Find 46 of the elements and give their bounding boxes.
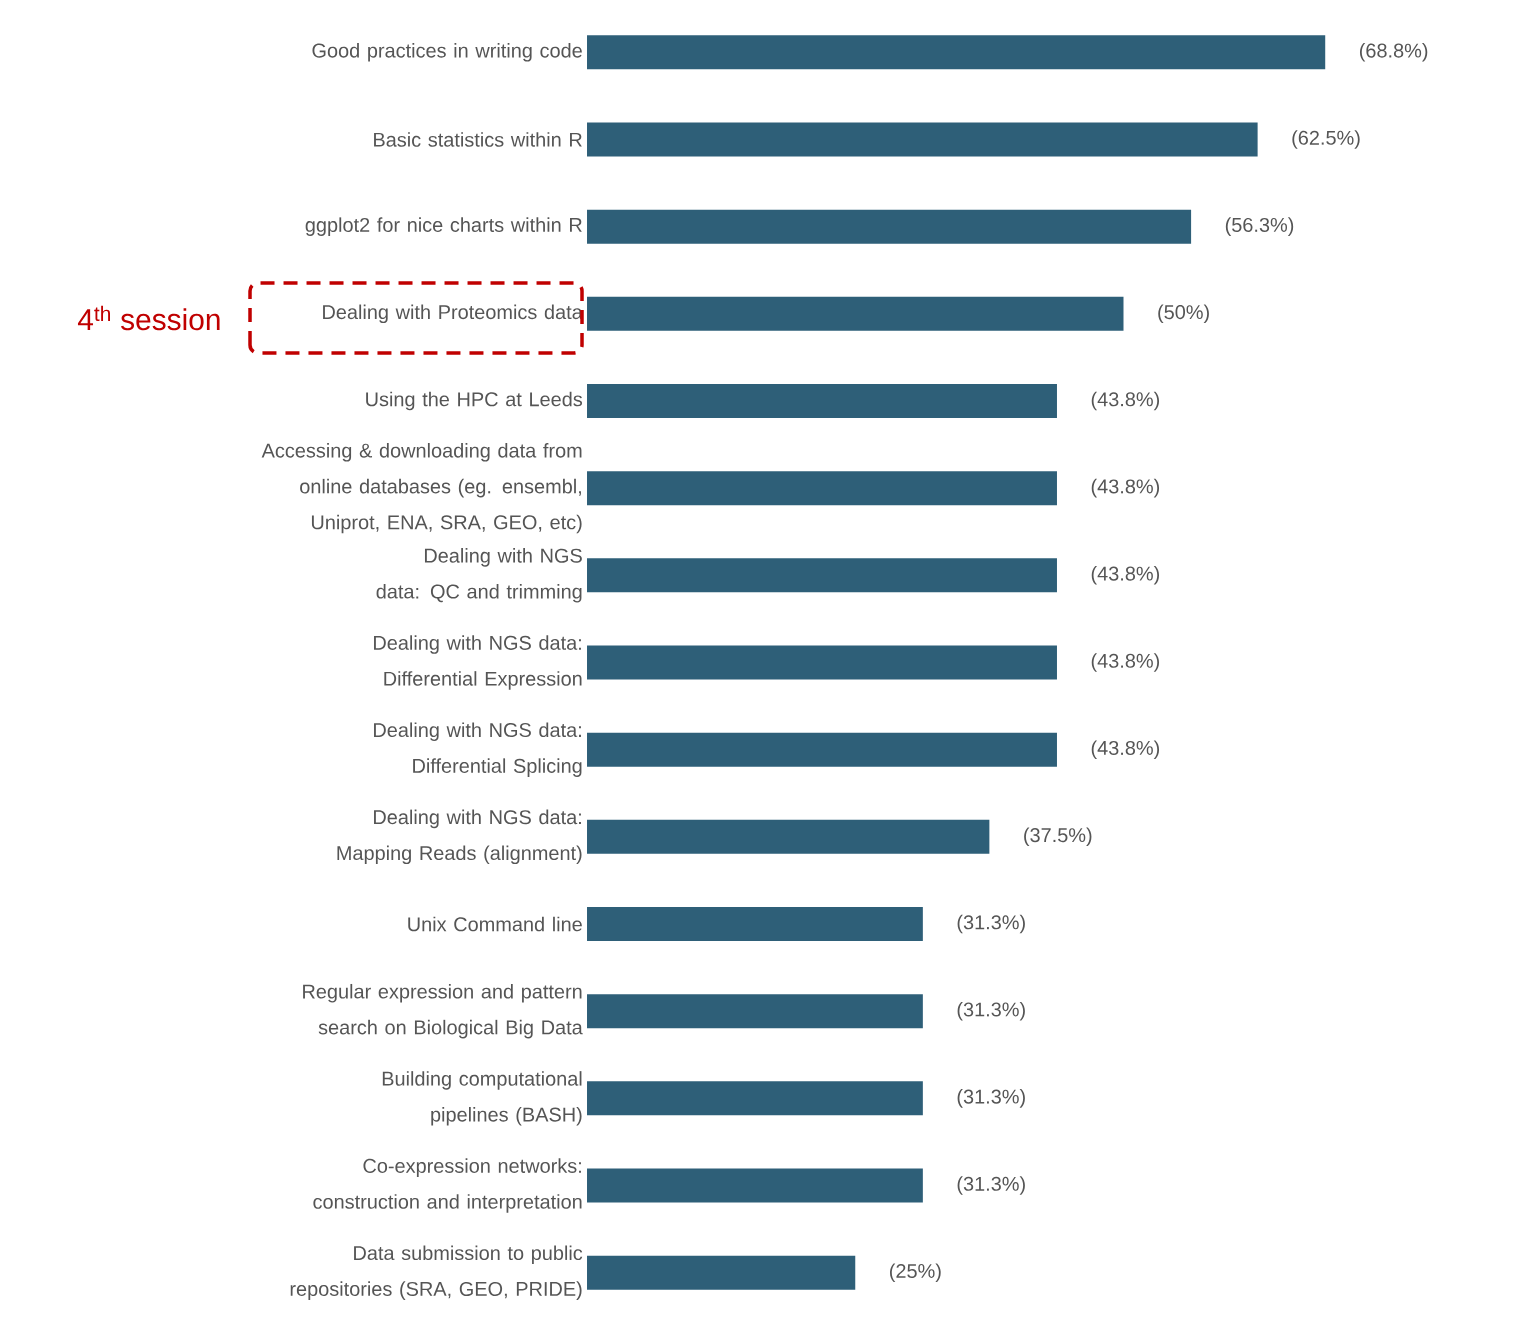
y-tick-label: Dealing with NGS data: QC and trimming <box>376 548 582 603</box>
data-label: (43.8%) <box>1091 566 1160 585</box>
data-label: (56.3%) <box>1225 217 1294 236</box>
data-label: (31.3%) <box>957 1001 1025 1021</box>
bar <box>587 558 1057 593</box>
y-tick-label: ggplot2 for nice charts within R <box>305 217 582 236</box>
bar <box>587 732 1057 767</box>
data-label: (43.8%) <box>1091 653 1160 672</box>
bar <box>587 645 1057 680</box>
data-label: (43.8%) <box>1091 478 1160 498</box>
y-tick-label: Unix Command line <box>408 916 582 932</box>
bar <box>587 35 1326 70</box>
data-label: (31.3%) <box>957 1089 1025 1108</box>
bar <box>587 819 990 854</box>
y-tick-label: Using the HPC at Leeds <box>366 391 583 411</box>
bar <box>587 907 923 942</box>
data-label: (31.3%) <box>957 1176 1025 1195</box>
data-label: (50%) <box>1158 304 1209 324</box>
bar <box>587 296 1124 331</box>
bar <box>587 1081 923 1116</box>
bar <box>587 471 1057 506</box>
bar <box>587 1168 923 1203</box>
data-label: (37.5%) <box>1024 827 1092 847</box>
y-tick-label: Dealing with NGS data: Differential Expression <box>374 635 582 690</box>
y-tick-label: Basic statistics within R <box>374 132 582 147</box>
data-label: (62.5%) <box>1292 130 1360 149</box>
bar <box>587 209 1192 244</box>
y-tick-label: Dealing with Proteomics data <box>323 304 583 324</box>
bar <box>587 383 1057 418</box>
data-label: (43.8%) <box>1091 740 1160 759</box>
y-tick-label: Dealing with NGS data: Differential Splicing <box>374 722 582 777</box>
y-tick-label: Good practices in writing code <box>312 43 582 62</box>
bar <box>587 122 1258 157</box>
y-tick-label: Regular expression and pattern search on Biological Big Data <box>303 983 583 1039</box>
bar <box>587 994 923 1029</box>
data-label: (43.8%) <box>1091 391 1160 411</box>
data-label: (25%) <box>890 1263 941 1282</box>
y-tick-label: Building computational pipelines (BASH) <box>382 1071 582 1126</box>
data-label: (31.3%) <box>957 914 1025 934</box>
y-tick-label: Dealing with NGS data: Mapping Reads (alignment) <box>337 809 582 865</box>
y-tick-label: Co-expression networks: construction and interpretation <box>313 1158 582 1213</box>
data-label: (68.8%) <box>1359 43 1428 62</box>
text: 4$^{th}$ session <box>77 305 220 331</box>
bar <box>587 1255 856 1290</box>
y-tick-label: Accessing & downloading data from online databases (eg. ensembl, Uniprot, ENA, SRA, GEO, etc) <box>261 443 582 534</box>
y-tick-label: Data submission to public repositories (SRA, GEO, PRIDE) <box>290 1245 583 1300</box>
